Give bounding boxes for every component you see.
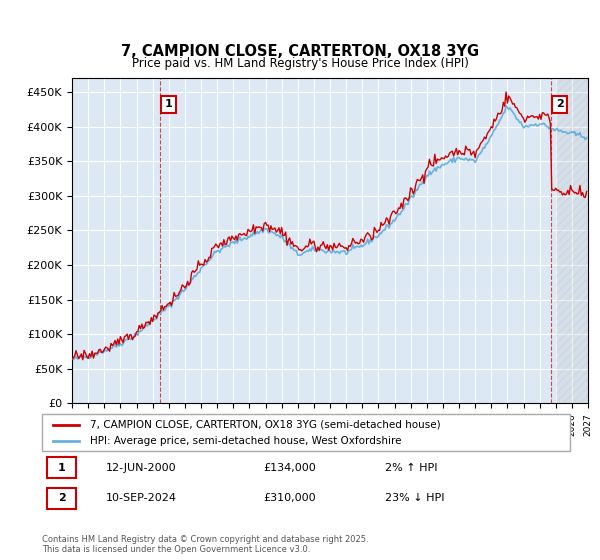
- 7, CAMPION CLOSE, CARTERTON, OX18 3YG (semi-detached house): [582, 194, 589, 200]
- HPI: Average price, semi-detached house, West Oxfordshire: (2.03e+03, 3.82e+05): Average price, semi-detached house, West…: [582, 136, 589, 143]
- Line: 7, CAMPION CLOSE, CARTERTON, OX18 3YG (semi-detached house): 7, CAMPION CLOSE, CARTERTON, OX18 3YG (s…: [72, 92, 587, 360]
- Text: 2% ↑ HPI: 2% ↑ HPI: [385, 463, 438, 473]
- HPI: Average price, semi-detached house, West Oxfordshire: (2e+03, 6.4e+04): Average price, semi-detached house, West…: [68, 356, 76, 362]
- HPI: Average price, semi-detached house, West Oxfordshire: (2.02e+03, 4.1e+05): Average price, semi-detached house, West…: [515, 116, 522, 123]
- FancyBboxPatch shape: [47, 488, 76, 509]
- FancyBboxPatch shape: [47, 457, 76, 478]
- Text: Contains HM Land Registry data © Crown copyright and database right 2025.
This d: Contains HM Land Registry data © Crown c…: [42, 535, 368, 554]
- 7, CAMPION CLOSE, CARTERTON, OX18 3YG (semi-detached house): [515, 107, 522, 114]
- HPI: Average price, semi-detached house, West Oxfordshire: (2.01e+03, 2.19e+05): Average price, semi-detached house, West…: [334, 249, 341, 255]
- 7, CAMPION CLOSE, CARTERTON, OX18 3YG (semi-detached house): [68, 356, 76, 363]
- Text: 12-JUN-2000: 12-JUN-2000: [106, 463, 176, 473]
- Bar: [556, 78, 588, 403]
- Text: 10-SEP-2024: 10-SEP-2024: [106, 493, 176, 503]
- Text: £134,000: £134,000: [264, 463, 317, 473]
- Text: Price paid vs. HM Land Registry's House Price Index (HPI): Price paid vs. HM Land Registry's House …: [131, 57, 469, 70]
- 7, CAMPION CLOSE, CARTERTON, OX18 3YG (semi-detached house): [79, 356, 86, 363]
- 7, CAMPION CLOSE, CARTERTON, OX18 3YG (semi-detached house): [502, 88, 509, 95]
- Text: 7, CAMPION CLOSE, CARTERTON, OX18 3YG: 7, CAMPION CLOSE, CARTERTON, OX18 3YG: [121, 44, 479, 59]
- HPI: Average price, semi-detached house, West Oxfordshire: (2e+03, 6.59e+04): Average price, semi-detached house, West…: [87, 354, 94, 361]
- Text: 1: 1: [58, 463, 65, 473]
- Text: HPI: Average price, semi-detached house, West Oxfordshire: HPI: Average price, semi-detached house,…: [89, 436, 401, 446]
- 7, CAMPION CLOSE, CARTERTON, OX18 3YG (semi-detached house): [87, 353, 94, 360]
- Text: 1: 1: [165, 99, 172, 109]
- 7, CAMPION CLOSE, CARTERTON, OX18 3YG (semi-detached house): [583, 188, 590, 195]
- 7, CAMPION CLOSE, CARTERTON, OX18 3YG (semi-detached house): [103, 344, 110, 351]
- HPI: Average price, semi-detached house, West Oxfordshire: (2e+03, 6.31e+04): Average price, semi-detached house, West…: [70, 356, 77, 363]
- Text: 23% ↓ HPI: 23% ↓ HPI: [385, 493, 445, 503]
- Text: £310,000: £310,000: [264, 493, 316, 503]
- Text: 2: 2: [58, 493, 65, 503]
- 7, CAMPION CLOSE, CARTERTON, OX18 3YG (semi-detached house): [334, 242, 341, 249]
- Text: 7, CAMPION CLOSE, CARTERTON, OX18 3YG (semi-detached house): 7, CAMPION CLOSE, CARTERTON, OX18 3YG (s…: [89, 419, 440, 430]
- HPI: Average price, semi-detached house, West Oxfordshire: (2e+03, 7.54e+04): Average price, semi-detached house, West…: [103, 348, 110, 354]
- Text: 2: 2: [556, 99, 563, 109]
- HPI: Average price, semi-detached house, West Oxfordshire: (2.03e+03, 3.84e+05): Average price, semi-detached house, West…: [583, 134, 590, 141]
- HPI: Average price, semi-detached house, West Oxfordshire: (2.02e+03, 3.41e+05): Average price, semi-detached house, West…: [437, 165, 444, 171]
- Line: HPI: Average price, semi-detached house, West Oxfordshire: HPI: Average price, semi-detached house,…: [72, 106, 587, 360]
- FancyBboxPatch shape: [42, 414, 570, 451]
- 7, CAMPION CLOSE, CARTERTON, OX18 3YG (semi-detached house): [437, 156, 444, 163]
- HPI: Average price, semi-detached house, West Oxfordshire: (2.02e+03, 4.3e+05): Average price, semi-detached house, West…: [502, 102, 509, 109]
